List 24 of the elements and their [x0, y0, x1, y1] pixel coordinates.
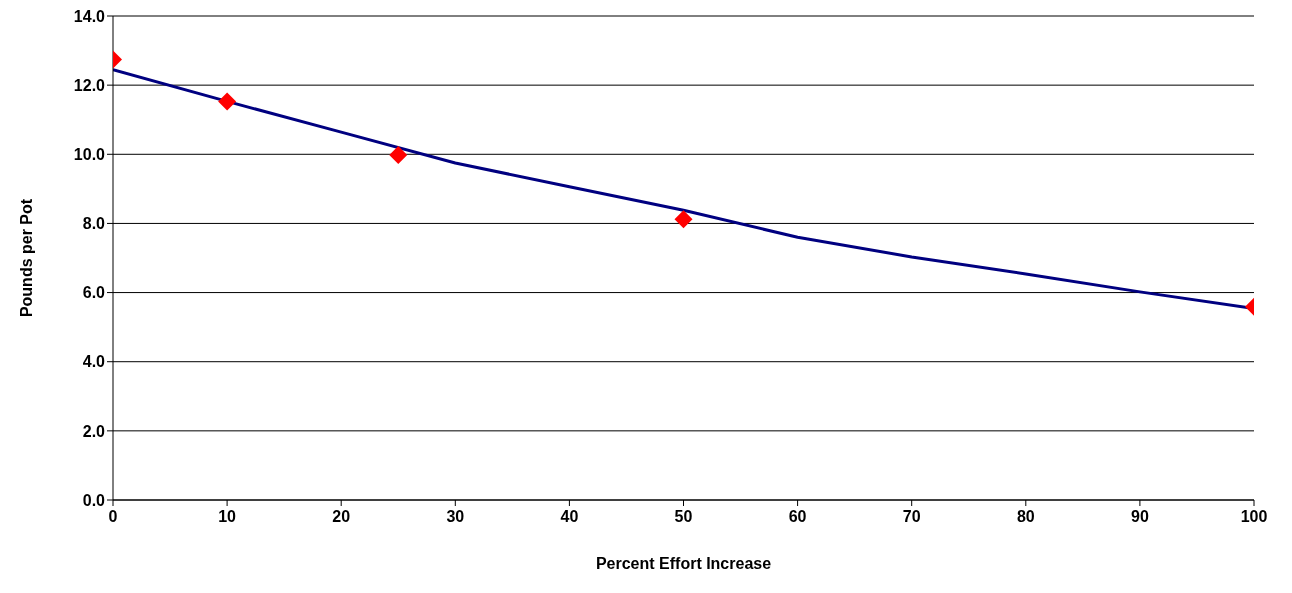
point [389, 145, 408, 164]
point [218, 92, 237, 111]
x-tick-label: 100 [1240, 508, 1268, 525]
y-tick-label: 14.0 [73, 7, 106, 25]
y-tick-label: 10.0 [73, 145, 106, 163]
x-tick-label: 30 [446, 508, 465, 525]
y-tick-label: 12.0 [73, 76, 106, 94]
x-tick-label: 80 [1016, 508, 1035, 525]
y-axis-title: Pounds per Pot [17, 198, 35, 318]
y-tick-label: 4.0 [82, 353, 106, 371]
x-tick-label: 60 [788, 508, 807, 525]
x-tick-label: 0 [108, 508, 118, 525]
x-tick-label: 90 [1131, 508, 1149, 525]
x-tick-label: 70 [902, 508, 921, 525]
x-tick-label: 50 [674, 508, 693, 525]
x-tick-label: 10 [218, 508, 237, 525]
y-tick-label: 2.0 [82, 422, 106, 440]
x-axis-title: Percent Effort Increase [595, 555, 772, 572]
y-tick-label: 8.0 [82, 215, 106, 233]
x-tick-label: 40 [560, 508, 579, 525]
y-tick-label: 0.0 [82, 491, 106, 509]
y-tick-label: 6.0 [82, 284, 106, 302]
x-tick-label: 20 [332, 508, 351, 525]
point [674, 210, 693, 229]
